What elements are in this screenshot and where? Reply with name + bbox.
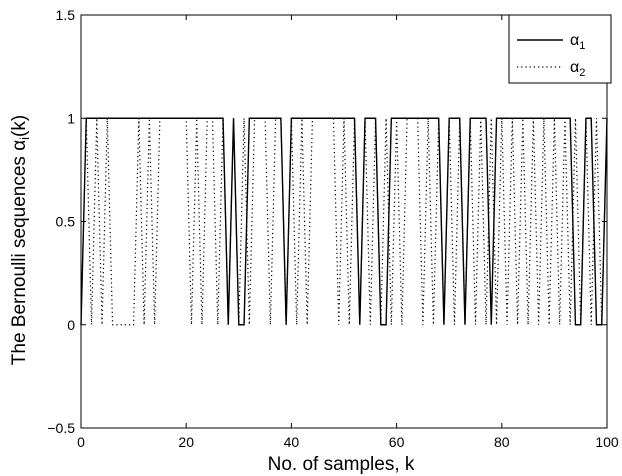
series-line-1 xyxy=(80,117,608,326)
series-layer xyxy=(80,117,608,326)
y-tick-label: −0.5 xyxy=(47,420,75,436)
x-tick-label: 60 xyxy=(389,434,405,450)
y-tick-label: 0 xyxy=(67,317,75,333)
legend-label-series-1: α1 xyxy=(570,32,585,52)
x-tick-label: 40 xyxy=(284,434,300,450)
x-tick-label: 100 xyxy=(595,434,619,450)
legend-box xyxy=(508,14,612,84)
x-tick-label: 0 xyxy=(77,434,85,450)
x-tick-label: 80 xyxy=(494,434,510,450)
x-axis-label: No. of samples, k xyxy=(268,454,415,475)
legend: α1 α2 xyxy=(508,14,612,84)
y-axis-label: The Bernoulli sequences αi(k) xyxy=(9,115,32,365)
series-line-2 xyxy=(80,117,608,326)
y-tick-label: 1 xyxy=(67,110,75,126)
x-tick-label: 20 xyxy=(178,434,194,450)
tick-layer: 0 20 40 60 80 100−0.500.511.5 xyxy=(47,7,619,450)
legend-label-series-2: α2 xyxy=(570,59,585,79)
y-tick-label: 1.5 xyxy=(56,7,76,23)
y-tick-label: 0.5 xyxy=(56,214,76,230)
